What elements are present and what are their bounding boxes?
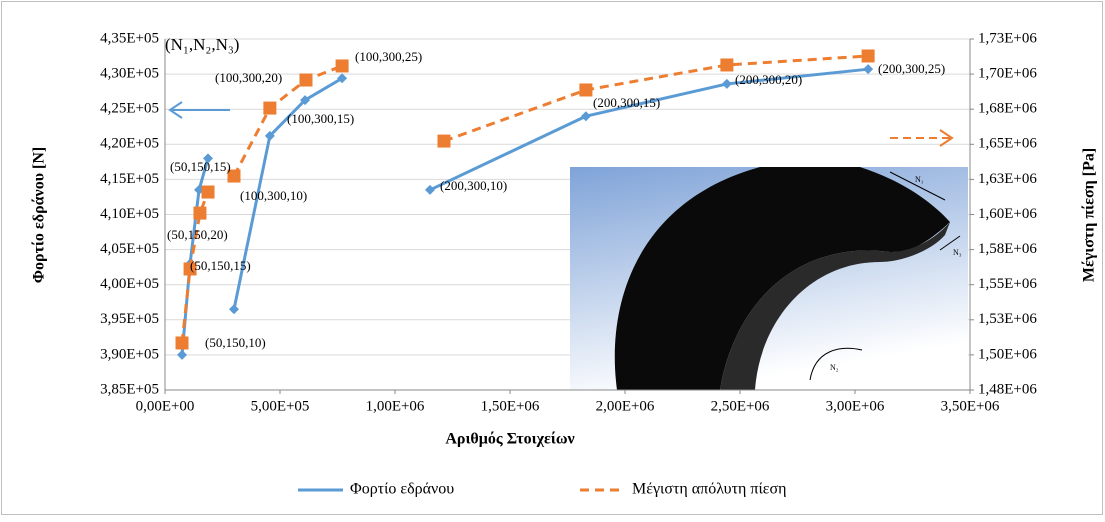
point-label: (50,150,15) xyxy=(190,258,251,273)
y2-tick-label: 1,53E+06 xyxy=(978,311,1037,327)
y2-tick-label: 1,55E+06 xyxy=(978,276,1037,292)
point-label: (200,300,25) xyxy=(878,61,945,76)
x-tick-label: 2,00E+06 xyxy=(596,398,655,414)
point-label: (100,300,25) xyxy=(355,49,422,64)
x-axis-title: Αριθμός Στοιχείων xyxy=(445,431,574,448)
point-label: (50,150,20) xyxy=(167,227,228,242)
y-tick-label: 3,85E+05 xyxy=(100,381,159,397)
marker xyxy=(336,59,349,72)
y2-tick-label: 1,63E+06 xyxy=(978,171,1037,187)
point-label: (100,300,10) xyxy=(240,188,307,203)
y-tick-label: 4,15E+05 xyxy=(100,171,159,187)
y-tick-label: 4,20E+05 xyxy=(100,136,159,152)
marker xyxy=(862,49,875,62)
y-tick-label: 4,00E+05 xyxy=(100,276,159,292)
y-tick-label: 4,35E+05 xyxy=(100,30,159,46)
x-tick-label: 3,50E+06 xyxy=(941,398,1000,414)
y2-tick-label: 1,73E+06 xyxy=(978,30,1037,46)
y-tick-label: 4,25E+05 xyxy=(100,101,159,117)
inset-label: N₃ xyxy=(953,248,962,257)
y-tick-label: 4,05E+05 xyxy=(100,241,159,257)
y-tick-label: 3,90E+05 xyxy=(100,346,159,362)
annotation-header: (N₁,N₂,N₃) xyxy=(165,35,239,54)
inset-label: N₁ xyxy=(915,175,924,184)
x-tick-label: 5,00E+05 xyxy=(251,398,310,414)
marker xyxy=(202,186,215,199)
legend-label: Φορτίο εδράνου xyxy=(350,481,454,498)
y2-axis-title: Μέγιστη πίεση [Pa] xyxy=(1081,148,1098,282)
point-label: (100,300,20) xyxy=(215,70,282,85)
marker xyxy=(437,135,450,148)
x-tick-label: 1,50E+06 xyxy=(481,398,540,414)
chart: N₁ N₂ N₃ (N₁,N₂,N₃) Αριθμός Στοιχείων Φο… xyxy=(0,0,1105,517)
page: N₁ N₂ N₃ (N₁,N₂,N₃) Αριθμός Στοιχείων Φο… xyxy=(0,0,1105,522)
y2-tick-label: 1,58E+06 xyxy=(978,241,1037,257)
y2-tick-label: 1,48E+06 xyxy=(978,381,1037,397)
y-axis-title: Φορτίο εδράνου [N] xyxy=(31,147,48,283)
point-label: (200,300,20) xyxy=(735,72,802,87)
x-tick-label: 2,50E+06 xyxy=(711,398,770,414)
marker xyxy=(176,336,189,349)
y2-tick-label: 1,65E+06 xyxy=(978,136,1037,152)
marker xyxy=(299,73,312,86)
point-label: (50,150,10) xyxy=(205,335,266,350)
legend-label: Μέγιστη απόλυτη πίεση xyxy=(632,481,786,498)
point-label: (50,150,15) xyxy=(170,159,231,174)
x-tick-label: 0,00E+00 xyxy=(136,398,195,414)
y2-tick-label: 1,50E+06 xyxy=(978,346,1037,362)
y-tick-label: 3,95E+05 xyxy=(100,311,159,327)
marker xyxy=(193,207,206,220)
x-tick-label: 1,00E+06 xyxy=(366,398,425,414)
marker xyxy=(579,83,592,96)
marker xyxy=(720,58,733,71)
point-label: (100,300,15) xyxy=(287,111,354,126)
point-label: (200,300,15) xyxy=(593,95,660,110)
y-tick-label: 4,10E+05 xyxy=(100,206,159,222)
y-tick-label: 4,30E+05 xyxy=(100,66,159,82)
marker xyxy=(263,102,276,115)
point-label: (200,300,10) xyxy=(440,178,507,193)
y2-tick-label: 1,70E+06 xyxy=(978,66,1037,82)
y2-tick-label: 1,60E+06 xyxy=(978,206,1037,222)
inset-label: N₂ xyxy=(830,363,839,372)
inset-image: N₁ N₂ N₃ xyxy=(570,167,968,390)
x-tick-label: 3,00E+06 xyxy=(826,398,885,414)
y2-tick-label: 1,68E+06 xyxy=(978,101,1037,117)
